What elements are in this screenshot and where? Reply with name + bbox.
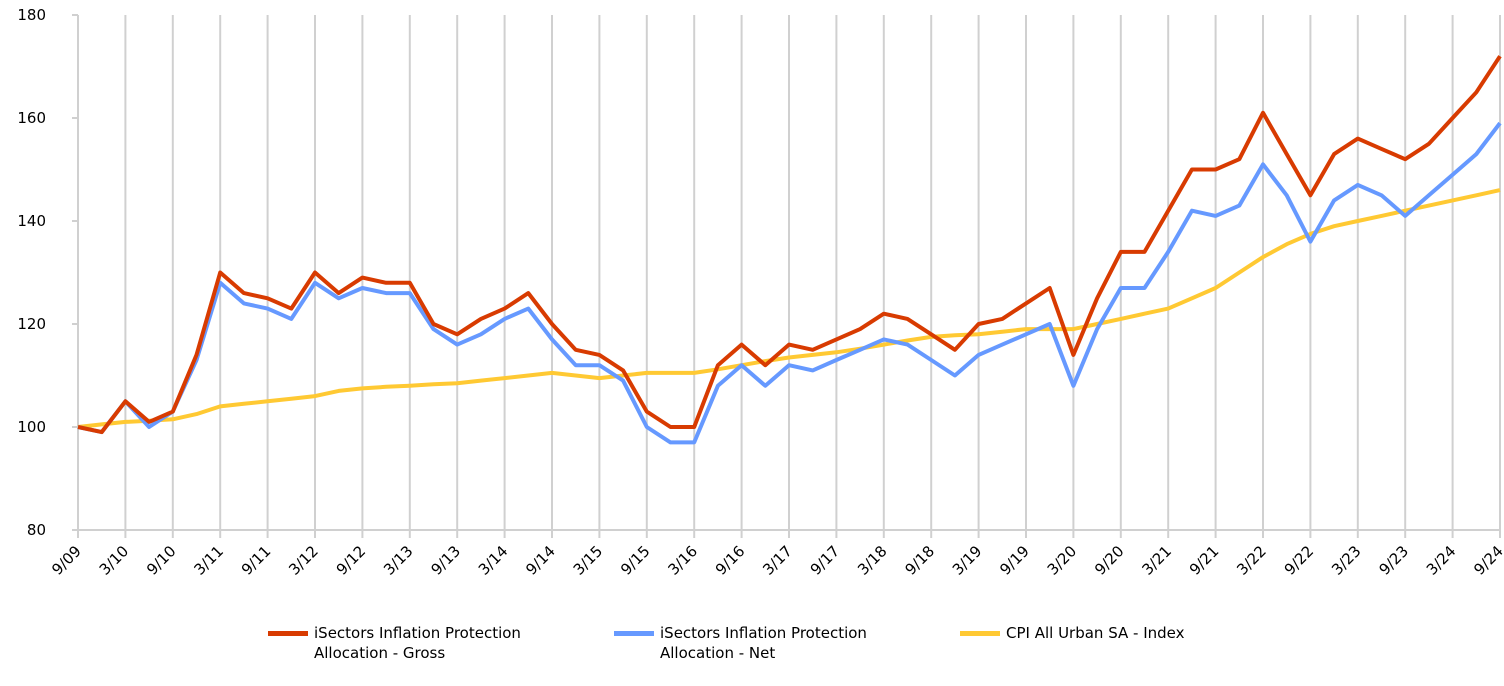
legend: iSectors Inflation Protection Allocation… (268, 623, 1226, 663)
y-tick-label: 120 (17, 315, 46, 333)
x-tick-label: 9/21 (1186, 542, 1223, 579)
x-tick-label: 9/15 (617, 542, 654, 579)
x-tick-label: 9/14 (522, 542, 559, 579)
x-tick-label: 9/19 (996, 542, 1033, 579)
x-tick-label: 3/20 (1044, 542, 1081, 579)
legend-label: CPI All Urban SA - Index (1006, 624, 1185, 642)
x-tick-label: 3/16 (664, 542, 701, 579)
x-tick-label: 3/23 (1328, 542, 1365, 579)
x-tick-label: 9/22 (1281, 542, 1318, 579)
legend-swatch (614, 631, 654, 636)
legend-item: iSectors Inflation Protection Allocation… (614, 623, 930, 663)
legend-item: iSectors Inflation Protection Allocation… (268, 623, 584, 663)
series-line (77, 188, 1501, 429)
legend-swatch (268, 631, 308, 636)
legend-swatch (960, 631, 1000, 636)
x-tick-label: 9/09 (48, 542, 85, 579)
x-tick-label: 3/17 (759, 542, 796, 579)
chart: 9/09 3/10 9/10 3/11 9/11 3/12 9/12 3/13 9/13 3/14… (17, 6, 1504, 579)
x-tick-label: 9/23 (1375, 542, 1412, 579)
x-tick-label: 9/10 (143, 542, 180, 579)
x-tick-label: 3/11 (190, 542, 227, 579)
x-tick-label: 3/14 (475, 542, 512, 579)
series-line (77, 55, 1502, 435)
x-tick-label: 9/13 (427, 542, 464, 579)
series-line (77, 121, 1502, 445)
x-tick-label: 3/13 (380, 542, 417, 579)
y-tick-label: 80 (27, 521, 46, 539)
y-tick-label: 180 (17, 6, 46, 24)
x-tick-label: 9/12 (333, 542, 370, 579)
y-tick-label: 100 (17, 418, 46, 436)
x-tick-label: 9/20 (1091, 542, 1128, 579)
x-tick-label: 3/18 (854, 542, 891, 579)
x-tick-label: 3/21 (1138, 542, 1175, 579)
x-tick-label: 3/10 (96, 542, 133, 579)
x-tick-label: 9/17 (807, 542, 844, 579)
x-tick-label: 9/24 (1470, 542, 1504, 579)
legend-label: iSectors Inflation Protection Allocation… (660, 624, 867, 662)
x-tick-label: 3/15 (570, 542, 607, 579)
legend-label: iSectors Inflation Protection Allocation… (314, 624, 521, 662)
x-tick-label: 3/22 (1233, 542, 1270, 579)
x-tick-label: 3/12 (285, 542, 322, 579)
y-tick-label: 140 (17, 212, 46, 230)
legend-item: CPI All Urban SA - Index (960, 623, 1226, 663)
x-tick-label: 9/16 (712, 542, 749, 579)
x-tick-label: 3/24 (1423, 542, 1460, 579)
x-tick-label: 9/18 (901, 542, 938, 579)
y-tick-label: 160 (17, 109, 46, 127)
x-tick-label: 3/19 (949, 542, 986, 579)
x-tick-label: 9/11 (238, 542, 275, 579)
